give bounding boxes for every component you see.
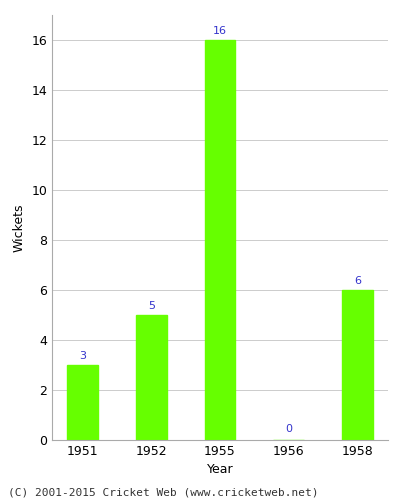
X-axis label: Year: Year (207, 464, 233, 476)
Text: 16: 16 (213, 26, 227, 36)
Bar (342, 290, 373, 440)
Text: 3: 3 (79, 351, 86, 361)
Text: 6: 6 (354, 276, 361, 286)
Bar (204, 40, 236, 440)
Text: (C) 2001-2015 Cricket Web (www.cricketweb.net): (C) 2001-2015 Cricket Web (www.cricketwe… (8, 488, 318, 498)
Bar (67, 365, 98, 440)
Text: 5: 5 (148, 301, 155, 311)
Bar (136, 315, 167, 440)
Text: 0: 0 (285, 424, 292, 434)
Y-axis label: Wickets: Wickets (13, 203, 26, 252)
